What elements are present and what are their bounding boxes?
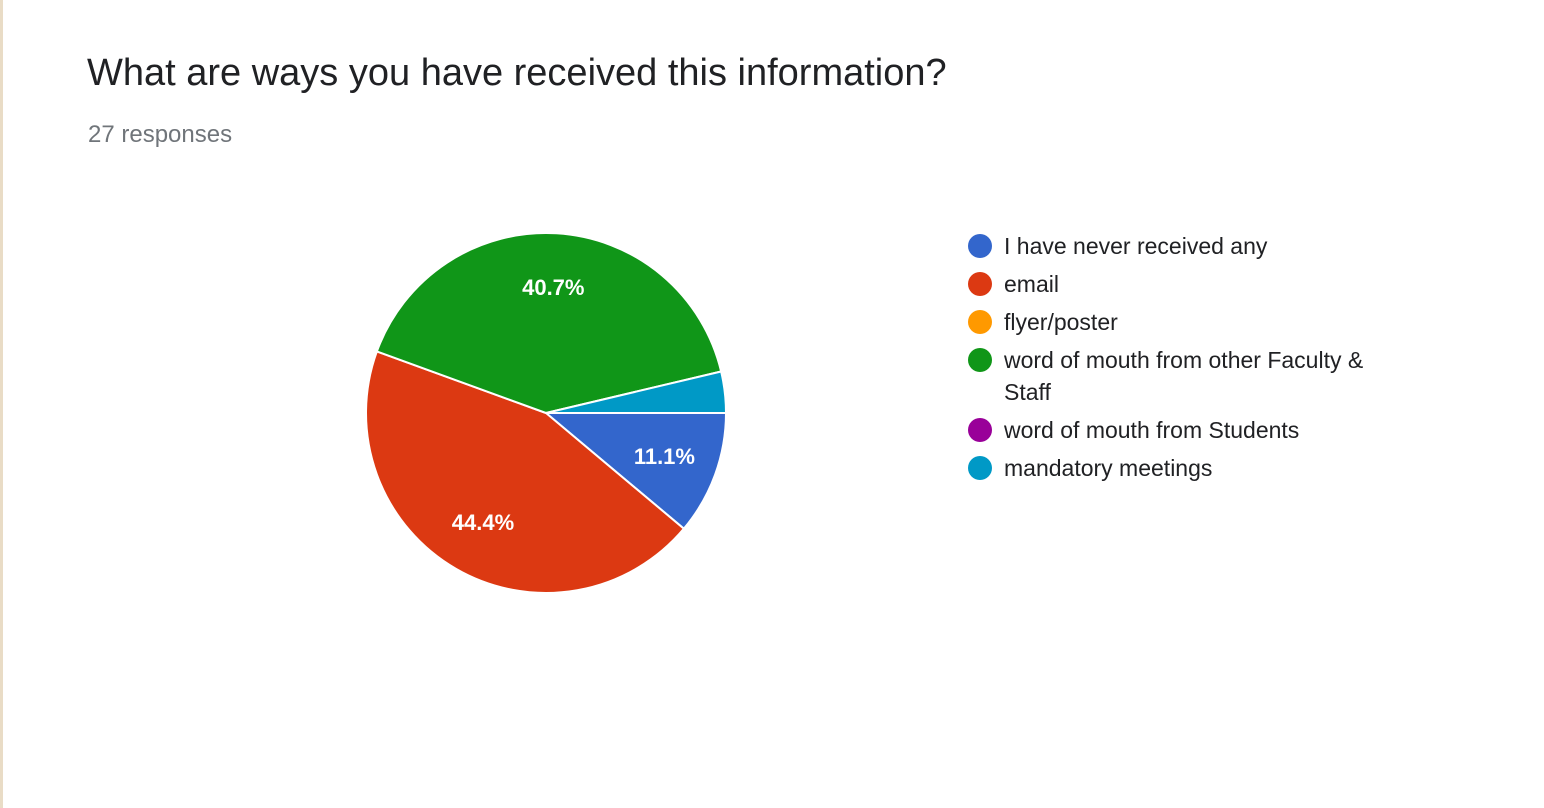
chart-card	[3, 0, 1544, 808]
slice-label-3: 40.7%	[522, 275, 584, 300]
chart-legend: I have never received any email flyer/post…	[968, 230, 1408, 490]
legend-label-5: mandatory meetings	[1004, 455, 1213, 481]
slice-label-1: 44.4%	[452, 510, 514, 535]
legend-label-4: word of mouth from Students	[1004, 417, 1300, 443]
legend-swatch-1	[968, 272, 992, 296]
page-edge	[0, 0, 3, 808]
response-count: 27 responses	[88, 121, 233, 148]
pie-slice-0[interactable]	[543, 412, 728, 531]
legend-item-0[interactable]: I have never received any	[968, 230, 1408, 262]
legend-item-4[interactable]: word of mouth from Students	[968, 414, 1408, 446]
pie-slice-1[interactable]	[365, 350, 686, 594]
legend-item-1[interactable]: email	[968, 268, 1408, 300]
legend-label-0: I have never received any	[1004, 233, 1268, 259]
legend-swatch-3	[968, 348, 992, 372]
legend-item-2[interactable]: flyer/poster	[968, 306, 1408, 338]
legend-label-1: email	[1004, 271, 1059, 297]
legend-item-3[interactable]: word of mouth from other Faculty & Staff	[968, 344, 1408, 408]
pie-slice-3[interactable]	[375, 232, 723, 415]
question-title: What are ways you have received this inf…	[87, 52, 947, 94]
pie-slice-5[interactable]	[545, 370, 728, 414]
legend-label-3: word of mouth from other Faculty & Staff	[1004, 347, 1364, 405]
slice-label-0: 11.1%	[634, 444, 695, 469]
legend-swatch-5	[968, 456, 992, 480]
legend-swatch-0	[968, 234, 992, 258]
legend-swatch-4	[968, 418, 992, 442]
legend-item-5[interactable]: mandatory meetings	[968, 452, 1408, 484]
legend-swatch-2	[968, 310, 992, 334]
legend-label-2: flyer/poster	[1004, 309, 1118, 335]
